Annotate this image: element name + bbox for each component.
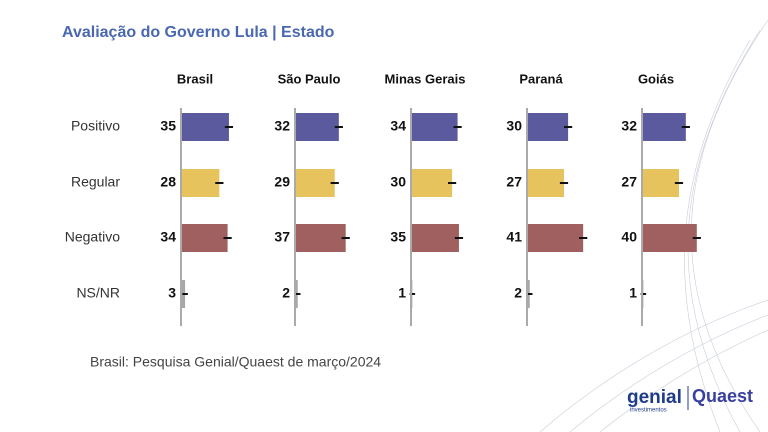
bar [411,113,458,141]
category-label: Regular [71,174,120,190]
value-label: 2 [514,285,522,301]
bar [411,224,459,252]
value-label: 3 [168,285,176,301]
category-label: NS/NR [76,285,120,301]
bar [411,169,453,197]
category-label: Positivo [71,118,120,134]
value-label: 32 [274,118,290,134]
panel-title: Minas Gerais [385,71,466,86]
logo-genial: genial [627,387,682,408]
value-label: 2 [282,285,290,301]
value-label: 34 [390,118,406,134]
value-label: 37 [274,229,290,245]
value-label: 27 [621,174,637,190]
logo-genial-sub: investimentos [630,408,667,414]
value-label: 30 [390,174,406,190]
value-label: 1 [398,285,406,301]
value-label: 1 [629,285,637,301]
bar [642,113,686,141]
bar [295,169,335,197]
value-label: 28 [160,174,176,190]
bar [181,113,229,141]
value-label: 41 [506,229,522,245]
bar [295,113,339,141]
bar [527,224,584,252]
note: Brasil: Pesquisa Genial/Quaest de março/… [90,354,381,370]
bar [642,169,679,197]
value-label: 32 [621,118,637,134]
value-label: 34 [160,229,176,245]
panel-title: Brasil [177,71,213,86]
panel-title: Paraná [519,71,563,86]
bar [527,113,569,141]
value-label: 30 [506,118,522,134]
bar [295,224,346,252]
bar [181,169,220,197]
panel-title: São Paulo [278,71,341,86]
value-label: 40 [621,229,637,245]
logo-quaest: Quaest [692,386,753,406]
category-label: Negativo [65,229,120,245]
value-label: 27 [506,174,522,190]
value-label: 35 [390,229,406,245]
bar [527,169,564,197]
bar [181,224,228,252]
panel-title: Goiás [638,71,674,86]
value-label: 29 [274,174,290,190]
bar [642,224,697,252]
value-label: 35 [160,118,176,134]
chart-title: Avaliação do Governo Lula | Estado [62,24,335,41]
